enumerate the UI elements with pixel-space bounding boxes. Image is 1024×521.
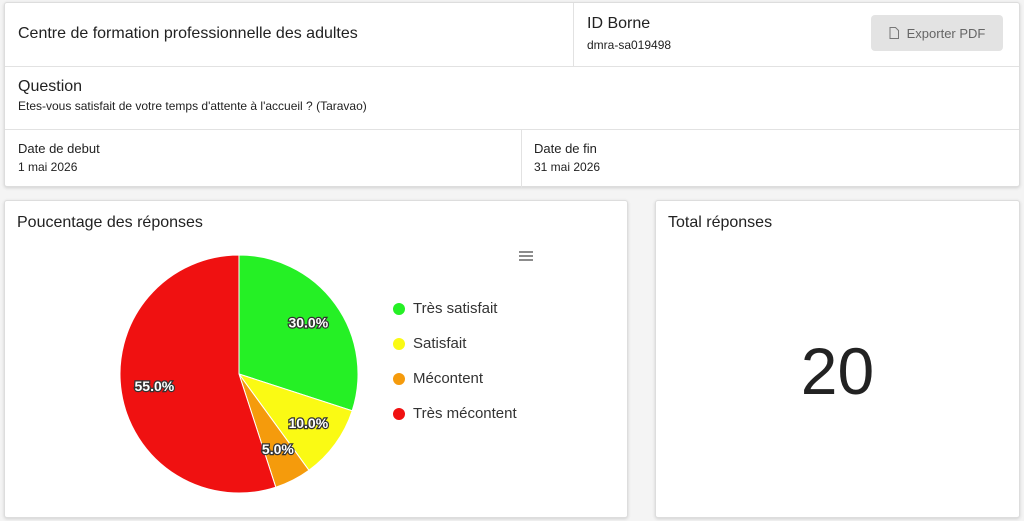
legend-label: Très satisfait [413,300,498,317]
id-value: dmra-sa019498 [587,38,672,52]
divider [5,66,1019,67]
export-label: Exporter PDF [906,25,986,41]
chart: 30.0% 10.0% 5.0% 55.0% Très satisfait Satisfa… [119,251,533,494]
data-label: 30.0% [288,314,328,330]
legend-marker [393,303,405,315]
pie-slice [238,254,359,412]
data-label: 55.0% [135,378,175,394]
start-value: 1 mai 2026 [18,160,78,174]
total-card: Total réponses 20 [655,200,1020,518]
legend-marker [393,408,405,420]
id-label: ID Borne [587,15,651,32]
pdf-icon [889,27,899,39]
start-label: Date de debut [18,141,100,156]
end-value: 31 mai 2026 [534,160,601,174]
total-value: 20 [800,334,875,408]
end-label: Date de fin [534,141,597,156]
legend-label: Satisfait [413,335,467,352]
pie-slice [119,254,277,494]
data-label: 10.0% [288,415,328,431]
legend-label: Très mécontent [413,405,517,422]
question-text: Etes-vous satisfait de votre temps d'att… [18,99,367,113]
pie-slice [237,373,353,471]
total-label: Total réponses [668,214,773,231]
chart-title: Poucentage des réponses [17,214,203,231]
centre-title: Centre de formation professionnelle des … [18,25,358,42]
legend-label: Mécontent [413,370,484,387]
info-card: Centre de formation professionnelle des … [4,2,1020,188]
data-label: 5.0% [262,441,294,457]
legend-marker [393,373,405,385]
divider [521,129,522,188]
question-label: Question [18,78,83,95]
chart-card: Poucentage des réponses 30.0% 10.0% 5.0% 55… [4,200,628,518]
export-button[interactable]: Exporter PDF [871,15,1003,51]
menu-icon[interactable] [519,251,533,261]
divider [573,3,574,66]
legend-marker [393,338,405,350]
divider [5,129,1019,130]
